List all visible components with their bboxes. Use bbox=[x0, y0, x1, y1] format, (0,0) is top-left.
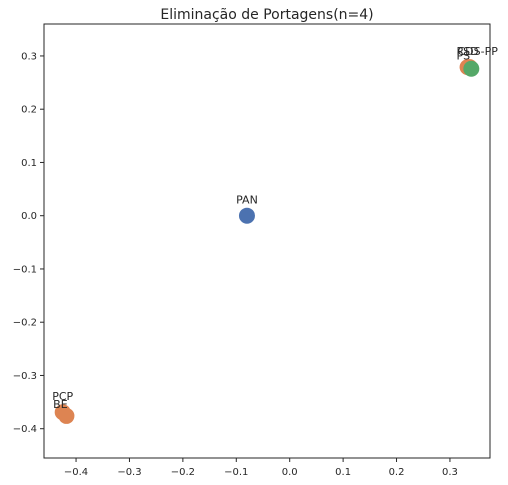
point-label: PCP bbox=[52, 390, 73, 403]
x-tick-label: −0.3 bbox=[117, 467, 141, 478]
y-tick-label: 0.0 bbox=[21, 211, 37, 222]
data-point bbox=[238, 207, 255, 224]
point-label: BE bbox=[53, 398, 68, 411]
y-tick-label: 0.1 bbox=[21, 158, 37, 169]
x-tick-label: 0.1 bbox=[335, 467, 351, 478]
y-tick-label: 0.2 bbox=[21, 105, 37, 116]
plot-frame bbox=[43, 23, 491, 459]
point-label: PAN bbox=[236, 194, 258, 207]
x-tick-label: 0.0 bbox=[282, 467, 298, 478]
point-label: CDS-PP bbox=[458, 45, 499, 58]
point-label: PSD bbox=[457, 45, 479, 58]
x-tick-label: −0.2 bbox=[171, 467, 195, 478]
chart-title: Eliminação de Portagens(n=4) bbox=[160, 7, 373, 23]
y-tick-label: 0.3 bbox=[21, 51, 37, 62]
data-point bbox=[463, 60, 480, 77]
y-tick-label: −0.1 bbox=[13, 264, 37, 275]
y-tick-label: −0.4 bbox=[13, 424, 37, 435]
x-tick-label: −0.4 bbox=[64, 467, 88, 478]
x-tick-label: 0.3 bbox=[442, 467, 458, 478]
x-tick-label: 0.2 bbox=[389, 467, 405, 478]
data-point bbox=[58, 407, 75, 424]
y-tick-label: −0.2 bbox=[13, 318, 37, 329]
point-label: PS bbox=[456, 50, 470, 63]
x-tick-label: −0.1 bbox=[224, 467, 248, 478]
y-tick-label: −0.3 bbox=[13, 371, 37, 382]
plot-area: −0.4 −0.3 −0.2 −0.1 0.0 0.1 0.2 0.3 0.3 0.2 0.1 0.0… bbox=[13, 45, 499, 478]
